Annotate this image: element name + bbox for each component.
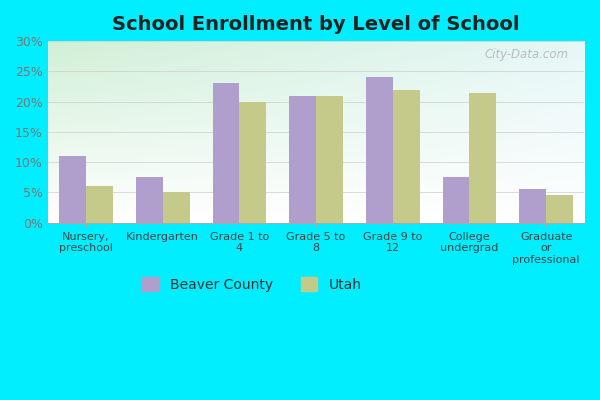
Bar [239,102,266,222]
Bar [519,189,546,222]
Bar [469,92,496,222]
Bar [86,186,113,222]
Bar [546,195,573,222]
Bar [163,192,190,222]
Bar [212,84,239,222]
Text: City-Data.com: City-Data.com [484,48,568,61]
Bar [136,177,163,222]
Bar [59,156,86,222]
Bar [366,78,393,222]
Bar [289,96,316,222]
Title: School Enrollment by Level of School: School Enrollment by Level of School [112,15,520,34]
Bar [393,90,419,222]
Bar [316,96,343,222]
Bar [443,177,469,222]
Legend: Beaver County, Utah: Beaver County, Utah [142,277,361,292]
